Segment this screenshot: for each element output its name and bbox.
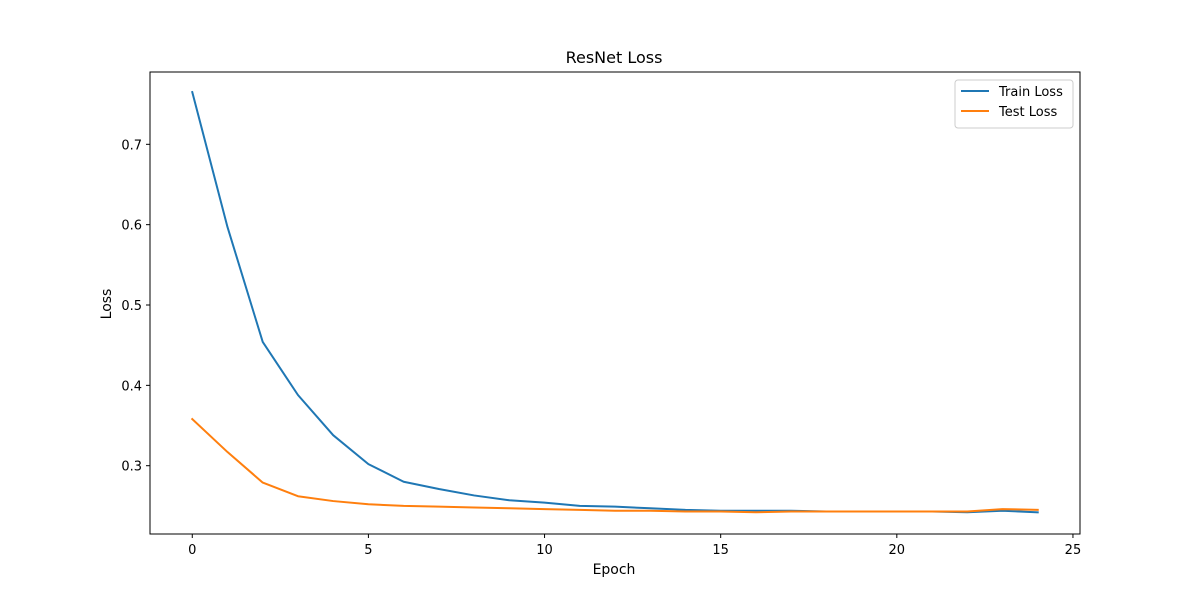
y-axis-label: Loss (99, 289, 115, 320)
x-tick-label: 10 (536, 543, 553, 558)
plot-area: 0 5 10 15 20 25 0.3 0.4 0.5 0.6 0.7 Train Loss Test … (121, 71, 1082, 558)
legend-label-train-loss: Train Loss (998, 85, 1063, 100)
test-loss-line (190, 417, 1039, 514)
y-tick-label: 0.4 (121, 379, 142, 394)
y-axis-label-group: Loss (99, 289, 115, 320)
x-tick-label: 15 (712, 543, 729, 558)
x-tick-label: 25 (1065, 543, 1082, 558)
legend-label-test-loss: Test Loss (998, 105, 1057, 120)
x-axis-label: Epoch (593, 562, 636, 578)
chart-title: ResNet Loss (566, 48, 663, 67)
y-tick-label: 0.5 (121, 299, 142, 314)
y-tick-label: 0.3 (121, 460, 142, 475)
x-tick-label: 20 (889, 543, 906, 558)
y-tick-label: 0.6 (121, 219, 142, 234)
plot-frame (149, 71, 1081, 535)
x-tick-label: 5 (364, 543, 372, 558)
x-tick-label: 0 (188, 543, 196, 558)
y-tick-label: 0.7 (121, 138, 142, 153)
